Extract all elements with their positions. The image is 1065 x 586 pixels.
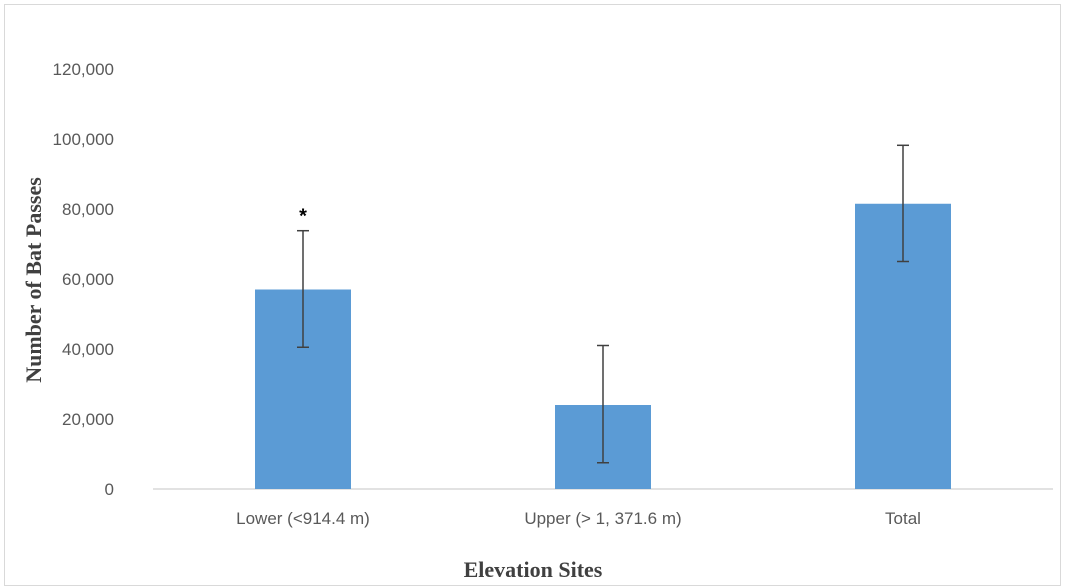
y-tick-label: 60,000 (62, 270, 114, 289)
y-axis-title: Number of Bat Passes (21, 177, 46, 383)
annotations-group: * (299, 206, 307, 228)
y-tick-label: 20,000 (62, 410, 114, 429)
y-tick-label: 0 (105, 480, 114, 499)
y-tick-label: 100,000 (53, 130, 114, 149)
x-tick-label: Total (885, 509, 921, 528)
x-tick-label: Lower (<914.4 m) (236, 509, 370, 528)
y-axis-ticks: 0 20,000 40,000 60,000 80,000 100,000 120,000 (53, 60, 114, 499)
x-axis-ticks: Lower (<914.4 m) Upper (> 1, 371.6 m) Tota… (236, 509, 921, 528)
x-tick-label: Upper (> 1, 371.6 m) (524, 509, 681, 528)
x-axis-title: Elevation Sites (464, 557, 603, 582)
error-bars-group (297, 144, 909, 464)
y-tick-label: 80,000 (62, 200, 114, 219)
y-tick-label: 40,000 (62, 340, 114, 359)
y-tick-label: 120,000 (53, 60, 114, 79)
significance-marker: * (299, 206, 307, 228)
